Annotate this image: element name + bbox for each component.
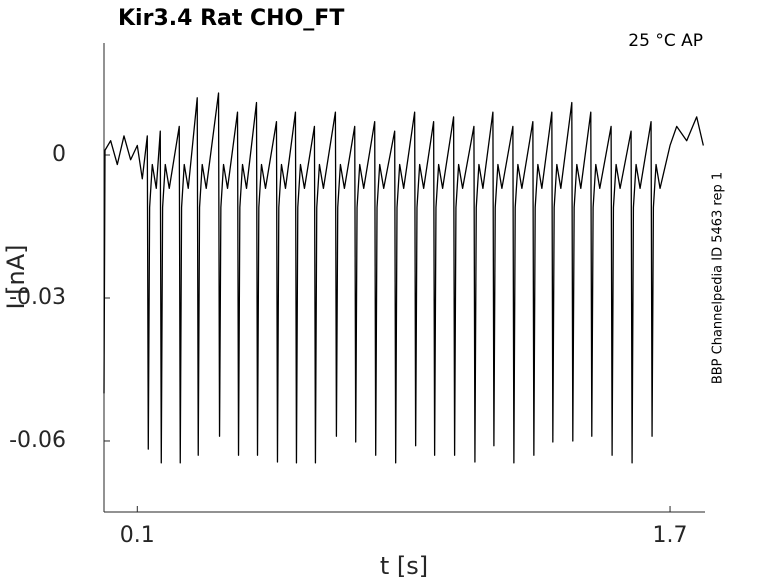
annotation: 25 °C AP <box>628 31 703 51</box>
x-axis-label: t [s] <box>380 552 428 580</box>
current-trace <box>103 92 704 464</box>
y-tick-label: -0.06 <box>9 428 66 453</box>
x-tick-label: 0.1 <box>120 523 155 548</box>
x-tick-label: 1.7 <box>653 523 688 548</box>
y-tick-label: -0.03 <box>9 285 66 310</box>
chart-title: Kir3.4 Rat CHO_FT <box>118 6 344 31</box>
y-axis-label: I [nA] <box>2 244 30 309</box>
side-note: BBP Channelpedia ID 5463 rep 1 <box>711 172 726 384</box>
y-tick-label: 0 <box>52 142 66 167</box>
